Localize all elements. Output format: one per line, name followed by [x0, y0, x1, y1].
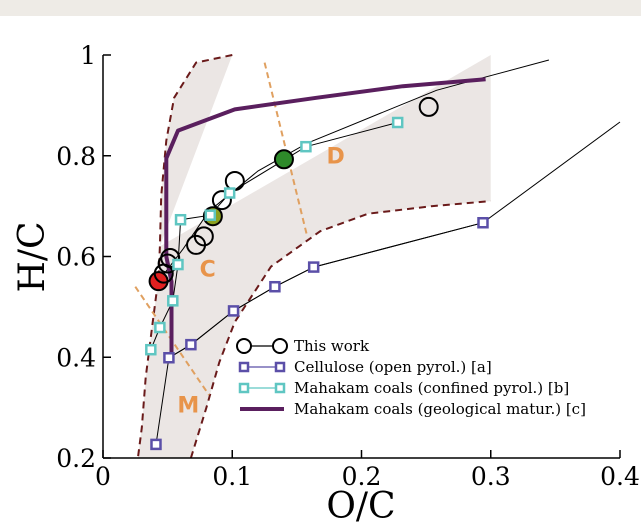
- legend-entry: Mahakam coals (geological matur.) [c]: [240, 400, 586, 418]
- circle-marker: [211, 190, 232, 211]
- square-marker: [300, 140, 312, 153]
- series-markers: [145, 96, 489, 451]
- square-marker: [227, 305, 240, 317]
- square-marker: [307, 261, 320, 273]
- circle-marker: [160, 248, 181, 269]
- square-marker: [269, 280, 281, 293]
- legend: This work Cellulose (open pyrol.) [a] Maha…: [236, 337, 586, 418]
- x-tick-label: 0.2: [342, 462, 382, 491]
- x-tick-label: 0.4: [600, 462, 640, 491]
- square-marker: [174, 213, 187, 226]
- legend-entry: Mahakam coals (confined pyrol.) [b]: [238, 379, 569, 397]
- square-marker: [150, 438, 162, 451]
- legend-label: Mahakam coals (confined pyrol.) [b]: [294, 379, 569, 397]
- square-marker: [477, 216, 489, 229]
- region-label-c: C: [200, 258, 216, 283]
- shaded-domain-area: [137, 55, 491, 458]
- legend-square-swatch: [274, 382, 286, 394]
- x-axis-title: O/C: [326, 486, 395, 525]
- square-marker: [391, 116, 404, 129]
- y-tick-label: 0.6: [56, 243, 96, 272]
- ticks: 0 0.1 0.2 0.3 0.4 0.2 0.4 0.6 0.8 1: [56, 41, 640, 491]
- x-tick-label: 0.3: [471, 462, 511, 491]
- square-marker: [185, 338, 197, 351]
- x-tick-label: 0: [95, 462, 111, 491]
- top-banner: [0, 0, 641, 16]
- legend-label: Mahakam coals (geological matur.) [c]: [294, 400, 586, 418]
- circle-marker: [418, 96, 439, 117]
- legend-circle-swatch: [272, 338, 288, 354]
- legend-entry: This work: [236, 337, 370, 355]
- shaded-region: [137, 55, 491, 458]
- legend-entry: Cellulose (open pyrol.) [a]: [238, 358, 492, 376]
- region-labels: M C D: [177, 144, 344, 418]
- legend-square-swatch: [238, 382, 250, 394]
- square-marker: [145, 343, 157, 356]
- y-tick-label: 0.4: [56, 343, 96, 372]
- region-label-d: D: [327, 144, 345, 169]
- circle-marker: [193, 226, 214, 247]
- y-tick-label: 1: [80, 41, 96, 70]
- square-marker: [172, 258, 184, 271]
- square-marker: [167, 295, 179, 307]
- legend-circle-swatch: [236, 338, 252, 354]
- square-marker: [163, 352, 175, 364]
- legend-label: This work: [294, 337, 370, 355]
- square-marker: [204, 209, 217, 221]
- x-tick-label: 0.1: [212, 462, 252, 491]
- square-marker: [154, 321, 166, 334]
- legend-square-swatch: [238, 361, 250, 373]
- y-tick-label: 0.8: [56, 142, 96, 171]
- legend-label: Cellulose (open pyrol.) [a]: [294, 358, 492, 376]
- circle-marker: [224, 170, 245, 191]
- legend-square-swatch: [274, 361, 286, 373]
- boundary-lower-right: [189, 200, 491, 459]
- square-marker: [223, 187, 236, 199]
- boundary-upper-left: [158, 54, 233, 247]
- y-tick-label: 0.2: [56, 444, 96, 473]
- highlighted-circle-marker: [273, 149, 294, 170]
- y-axis-title: H/C: [12, 221, 53, 292]
- region-label-m: M: [177, 394, 199, 419]
